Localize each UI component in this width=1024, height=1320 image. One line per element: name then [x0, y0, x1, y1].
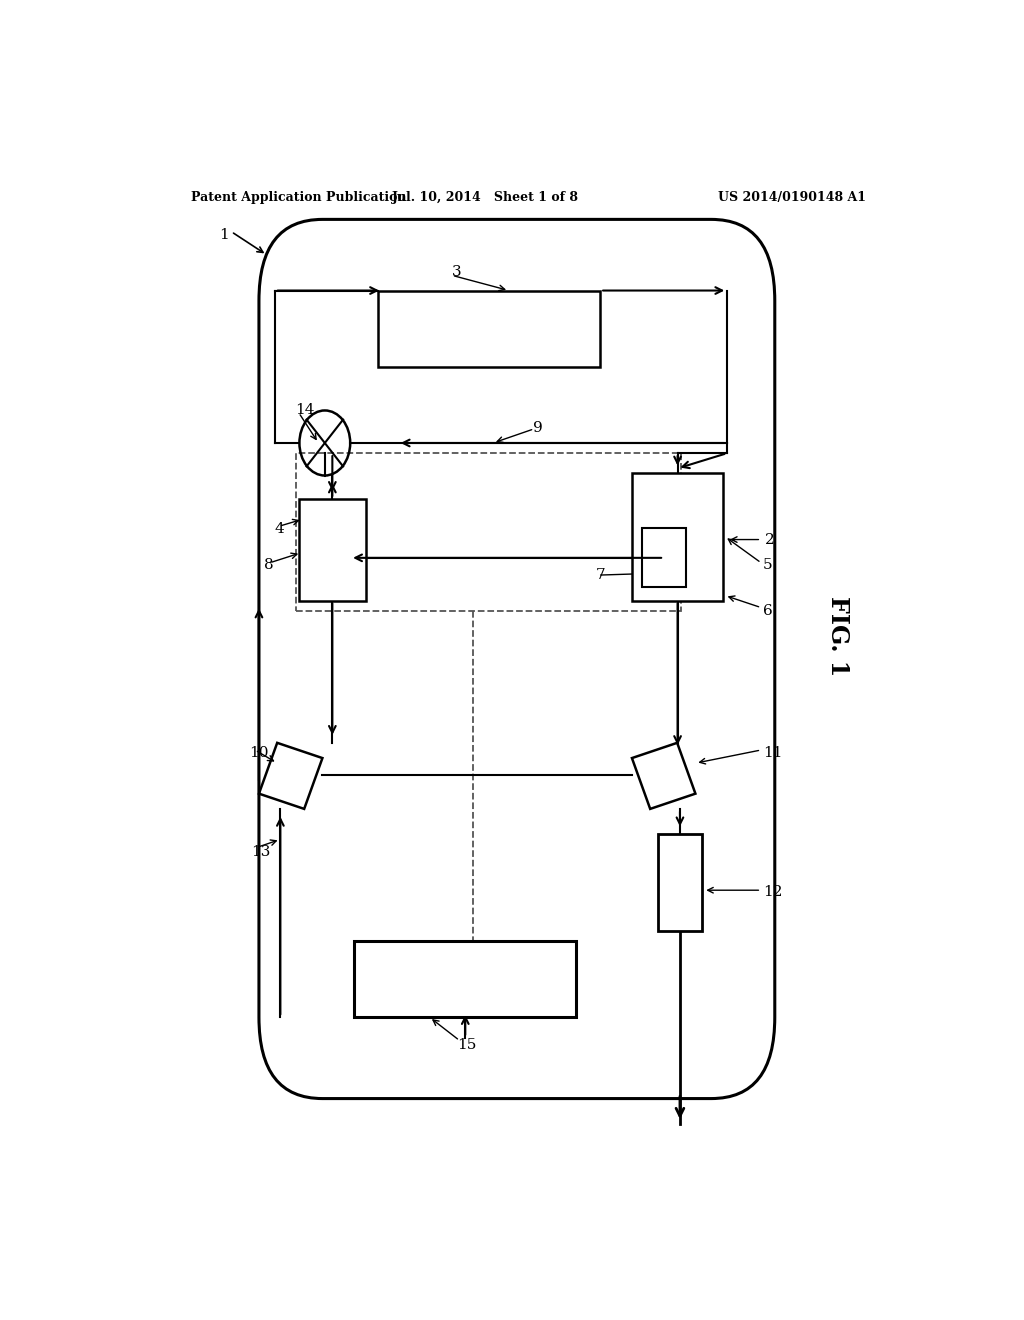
- Text: 12: 12: [763, 886, 782, 899]
- Text: US 2014/0190148 A1: US 2014/0190148 A1: [718, 190, 866, 203]
- Text: 1: 1: [219, 227, 229, 242]
- Bar: [296, 453, 681, 611]
- Text: 7: 7: [596, 568, 606, 582]
- Bar: [642, 528, 686, 587]
- Text: 6: 6: [763, 603, 773, 618]
- Text: 4: 4: [274, 523, 285, 536]
- Text: Patent Application Publication: Patent Application Publication: [191, 190, 407, 203]
- Text: 14: 14: [295, 404, 314, 417]
- Bar: [632, 474, 723, 601]
- Bar: [354, 941, 577, 1018]
- Text: 8: 8: [264, 558, 274, 572]
- Text: 3: 3: [452, 265, 462, 280]
- Text: Jul. 10, 2014   Sheet 1 of 8: Jul. 10, 2014 Sheet 1 of 8: [391, 190, 579, 203]
- Text: 15: 15: [458, 1038, 477, 1052]
- Text: 10: 10: [250, 746, 269, 760]
- Bar: [658, 834, 701, 931]
- Text: 11: 11: [763, 746, 782, 760]
- Text: 13: 13: [251, 845, 270, 858]
- Bar: [299, 499, 367, 601]
- Text: 5: 5: [763, 558, 772, 572]
- Bar: [378, 290, 600, 367]
- FancyBboxPatch shape: [259, 219, 775, 1098]
- Text: 2: 2: [765, 532, 774, 546]
- Text: 9: 9: [532, 421, 543, 434]
- Text: FIG. 1: FIG. 1: [826, 597, 850, 676]
